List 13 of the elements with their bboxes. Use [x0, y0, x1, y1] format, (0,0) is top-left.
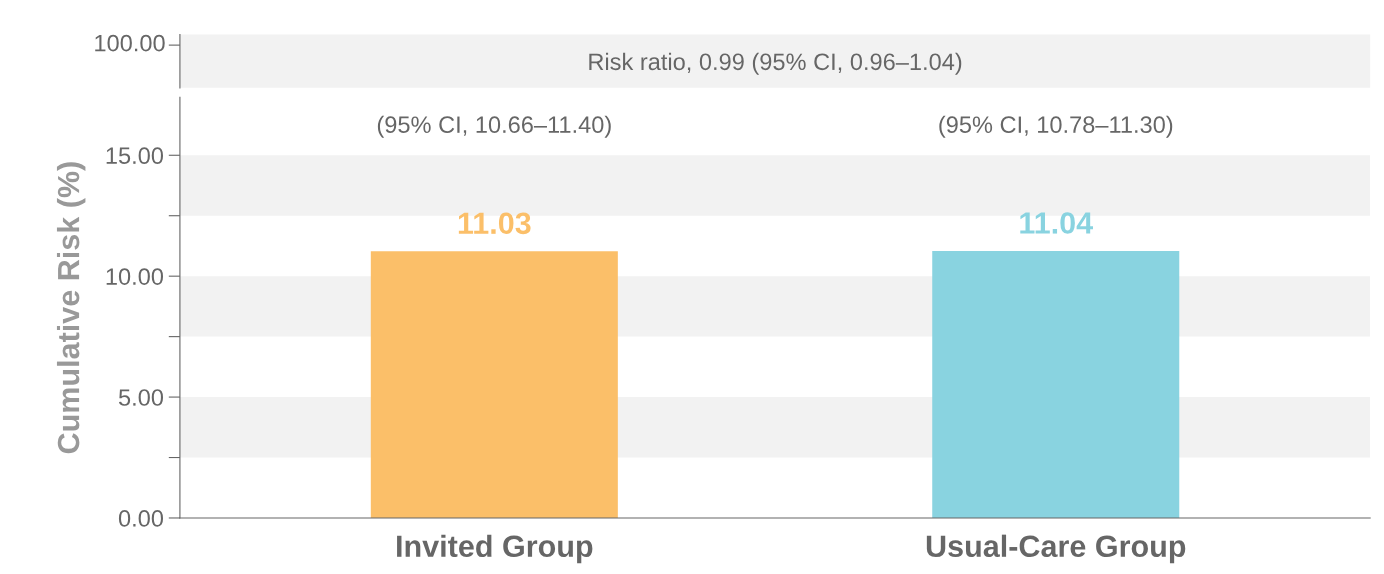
text: Risk ratio, 0.99 (95% CI, 0.96–1.04)	[589, 52, 962, 75]
text: 100.00	[95, 34, 165, 52]
data-label: 11.04	[1020, 212, 1093, 234]
y-axis-title: Cumulative Risk (%)	[56, 162, 86, 454]
annotation: (95% CI, 10.78–11.30)	[939, 115, 1173, 138]
y-tick-label: 15.00	[106, 147, 164, 165]
annotation: (95% CI, 10.66–11.40)	[377, 115, 611, 138]
data-label: 11.03	[458, 212, 531, 235]
y-tick-label: 0.00	[118, 510, 164, 527]
y-tick-label: 10.00	[106, 268, 164, 285]
y-tick-label: 5.00	[118, 389, 164, 406]
x-tick-label: Usual-Care Group	[926, 534, 1186, 564]
x-tick-label: Invited Group	[397, 534, 593, 564]
